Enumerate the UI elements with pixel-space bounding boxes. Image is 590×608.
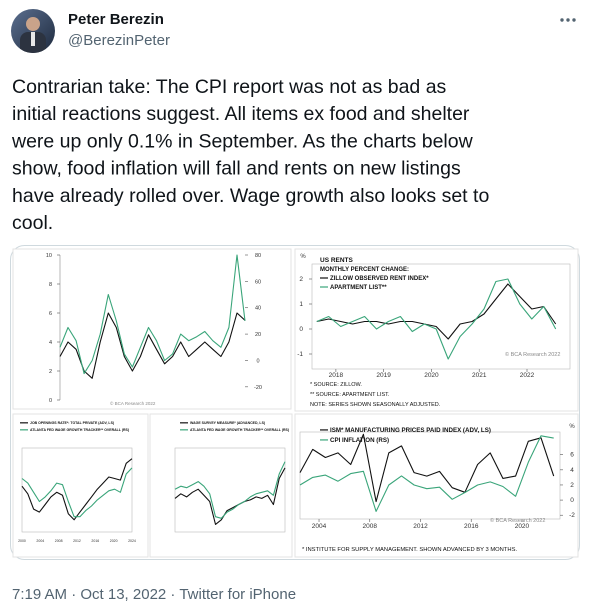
y-tick-label: 2 bbox=[49, 369, 52, 375]
chart-text: * INSTITUTE FOR SUPPLY MANAGEMENT. SHOWN… bbox=[302, 547, 517, 553]
y-tick-label: 0 bbox=[299, 326, 303, 333]
x-tick-label: 2000 bbox=[18, 539, 26, 543]
x-tick-label: 2012 bbox=[413, 523, 428, 530]
x-tick-label: 2004 bbox=[312, 523, 327, 530]
x-tick-label: 2004 bbox=[36, 539, 44, 543]
y-tick-label: -1 bbox=[297, 351, 303, 358]
tweet-line: have already rolled over. Wage growth al… bbox=[12, 185, 489, 207]
series-line bbox=[21, 467, 133, 518]
y-tick-label: 1 bbox=[299, 301, 303, 308]
series-line bbox=[21, 458, 133, 521]
series-line bbox=[174, 461, 286, 519]
plot-frame bbox=[21, 447, 133, 533]
x-tick-label: 2020 bbox=[515, 523, 530, 530]
x-tick-label: 2019 bbox=[376, 372, 391, 379]
axis-unit: % bbox=[300, 254, 306, 260]
y2-tick-label: 0 bbox=[570, 497, 574, 504]
x-tick-label: 2016 bbox=[464, 523, 479, 530]
y2-tick-label: 2 bbox=[570, 482, 574, 489]
y2-tick-label: 0 bbox=[256, 358, 259, 364]
legend-label: WAGE SURVEY MEASURE* (ADVANCED, LS) bbox=[190, 421, 265, 425]
x-tick-label: 2021 bbox=[472, 372, 487, 379]
chart-text: US RENTS bbox=[320, 257, 354, 264]
legend-label: APARTMENT LIST** bbox=[330, 285, 387, 291]
more-button[interactable] bbox=[560, 18, 576, 22]
x-tick-label: 2008 bbox=[55, 539, 63, 543]
x-tick-label: 2020 bbox=[110, 539, 118, 543]
y2-tick-label: 4 bbox=[570, 467, 574, 474]
chart-image bbox=[149, 413, 293, 558]
y2-tick-label: -20 bbox=[254, 385, 262, 391]
series-line bbox=[316, 278, 557, 360]
author-handle[interactable]: @BerezinPeter bbox=[68, 32, 170, 49]
chart: -2 0 2 4 6 2004 2008 2012 2016 2020% * INSTITUTE F… bbox=[294, 413, 579, 558]
tweet-line: initial reactions suggest. All items ex … bbox=[12, 103, 470, 125]
plot-frame bbox=[311, 263, 571, 370]
x-tick-label: 2008 bbox=[363, 523, 378, 530]
series-line bbox=[299, 435, 554, 512]
legend-label: ZILLOW OBSERVED RENT INDEX* bbox=[330, 276, 429, 282]
chart-text: ** SOURCE: APARTMENT LIST. bbox=[310, 392, 390, 398]
axis-unit: % bbox=[569, 424, 575, 430]
tweet-line: cool. bbox=[12, 212, 53, 234]
chart-image bbox=[12, 248, 292, 410]
y-tick-label: 4 bbox=[49, 340, 52, 346]
y-tick-label: 6 bbox=[49, 311, 52, 317]
y2-tick-label: 6 bbox=[570, 452, 574, 459]
x-tick-label: 2022 bbox=[520, 372, 535, 379]
series-line bbox=[59, 254, 246, 375]
x-tick-label: 2012 bbox=[73, 539, 81, 543]
chart-text: © BCA Research 2022 bbox=[490, 517, 545, 524]
y-tick-label: 0 bbox=[49, 398, 52, 404]
series-line bbox=[316, 283, 557, 340]
plot-frame bbox=[174, 447, 286, 533]
y-tick-label: 8 bbox=[49, 282, 52, 288]
legend-label: JOB OPENINGS RATE*: TOTAL PRIVATE (ADV, … bbox=[30, 421, 114, 425]
legend-label: ATLANTA FED WAGE GROWTH TRACKER** OVERAL… bbox=[190, 428, 289, 432]
timestamp[interactable]: 7:19 AM · Oct 13, 2022 · Twitter for iPh… bbox=[12, 586, 296, 603]
y-tick-label: 2 bbox=[299, 276, 303, 283]
chart-text: © BCA Research 2022 bbox=[505, 351, 560, 358]
x-tick-label: 2016 bbox=[91, 539, 99, 543]
chart: 2000 2004 2008 2012 2016 2020 2024 JOB OPENINGS… bbox=[12, 413, 149, 558]
series-line bbox=[59, 312, 246, 379]
series-line bbox=[174, 467, 286, 525]
legend-label: CPI INFLATION (RS) bbox=[330, 437, 389, 444]
y2-tick-label: 80 bbox=[255, 253, 261, 259]
y2-tick-label: 60 bbox=[255, 279, 261, 285]
avatar[interactable] bbox=[11, 9, 55, 56]
y-tick-label: 10 bbox=[46, 253, 52, 259]
chart-image bbox=[294, 413, 579, 558]
series-line bbox=[299, 433, 555, 503]
x-tick-label: 2018 bbox=[329, 372, 344, 379]
chart-text: MONTHLY PERCENT CHANGE: bbox=[320, 267, 409, 273]
chart: WAGE SURVEY MEASURE* (ADVANCED, LS) ATLAN… bbox=[149, 413, 293, 558]
plot-frame bbox=[299, 431, 561, 520]
tweet-line: Contrarian take: The CPI report was not … bbox=[12, 76, 447, 98]
x-tick-label: 2020 bbox=[424, 372, 439, 379]
y2-tick-label: -2 bbox=[569, 512, 575, 519]
chart-image bbox=[12, 413, 149, 558]
x-tick-label: 2024 bbox=[128, 539, 136, 543]
y2-tick-label: 20 bbox=[255, 332, 261, 338]
chart: 0 2 4 6 8 10 -20 0 20 40 60 80 © BCA Research 2022 bbox=[12, 248, 292, 410]
legend-label: ISM* MANUFACTURING PRICES PAID INDEX (AD… bbox=[330, 427, 491, 434]
tweet-text: Contrarian take: The CPI report was not … bbox=[11, 76, 489, 234]
chart-text: * SOURCE: ZILLOW. bbox=[310, 382, 362, 388]
chart-text: NOTE: SERIES SHOWN SEASONALLY ADJUSTED. bbox=[310, 402, 441, 408]
tweet-line: were up only 0.1% in September. As the c… bbox=[11, 130, 474, 152]
tweet-line: show, food inflation will fall and rents… bbox=[12, 158, 461, 180]
chart-text: © BCA Research 2022 bbox=[110, 400, 156, 406]
legend-label: ATLANTA FED WAGE GROWTH TRACKER** OVERAL… bbox=[30, 428, 129, 432]
chart: -1 0 1 2 2018 2019 2020 2021 2022% US RENTS MONTHL… bbox=[294, 248, 579, 412]
y2-tick-label: 40 bbox=[255, 306, 261, 312]
author-name[interactable]: Peter Berezin bbox=[68, 11, 164, 28]
